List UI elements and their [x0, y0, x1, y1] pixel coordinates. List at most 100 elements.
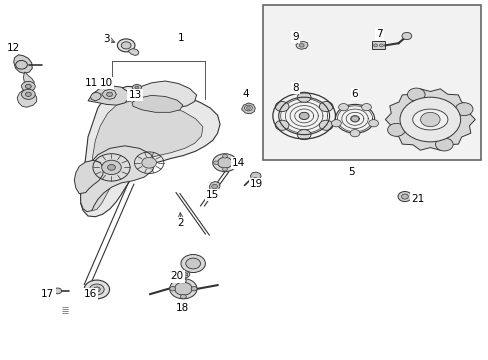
Polygon shape: [371, 41, 385, 49]
Circle shape: [297, 92, 310, 102]
Circle shape: [275, 120, 288, 130]
Circle shape: [319, 120, 332, 130]
Circle shape: [180, 271, 189, 278]
Circle shape: [16, 60, 27, 69]
Circle shape: [454, 103, 472, 116]
Bar: [263, 5, 480, 160]
Circle shape: [211, 184, 217, 189]
Circle shape: [106, 92, 112, 96]
Polygon shape: [385, 89, 474, 150]
Polygon shape: [250, 172, 261, 180]
Circle shape: [435, 138, 452, 151]
Circle shape: [169, 279, 197, 299]
Circle shape: [142, 157, 156, 168]
Polygon shape: [132, 95, 183, 112]
Circle shape: [217, 157, 232, 168]
Polygon shape: [102, 89, 116, 99]
Circle shape: [246, 107, 250, 109]
Circle shape: [93, 287, 100, 292]
Circle shape: [25, 92, 31, 96]
Polygon shape: [88, 86, 129, 105]
Circle shape: [399, 97, 460, 142]
Text: 5: 5: [347, 167, 354, 177]
Circle shape: [319, 102, 332, 112]
Circle shape: [338, 104, 347, 111]
Text: 15: 15: [205, 190, 219, 200]
Circle shape: [244, 105, 252, 111]
Text: 21: 21: [410, 194, 424, 204]
Text: 19: 19: [249, 179, 263, 189]
Circle shape: [331, 120, 341, 127]
Circle shape: [25, 84, 31, 89]
Polygon shape: [81, 86, 220, 217]
Polygon shape: [136, 81, 196, 108]
Circle shape: [174, 282, 192, 295]
Circle shape: [368, 120, 378, 127]
Circle shape: [21, 81, 35, 91]
Circle shape: [102, 160, 121, 175]
Polygon shape: [81, 146, 155, 212]
Circle shape: [182, 273, 187, 276]
Circle shape: [299, 112, 308, 120]
Circle shape: [222, 167, 227, 171]
Circle shape: [185, 258, 200, 269]
Circle shape: [181, 255, 205, 273]
Polygon shape: [90, 92, 101, 101]
Text: 14: 14: [231, 158, 245, 168]
Circle shape: [212, 154, 237, 172]
Circle shape: [397, 192, 411, 202]
Text: 9: 9: [291, 32, 298, 42]
Circle shape: [21, 89, 35, 99]
Polygon shape: [88, 101, 203, 211]
Circle shape: [180, 279, 186, 283]
Circle shape: [407, 88, 424, 101]
Circle shape: [135, 86, 139, 89]
Text: 2: 2: [177, 218, 184, 228]
Circle shape: [180, 294, 186, 299]
Circle shape: [361, 104, 371, 111]
Circle shape: [373, 44, 377, 47]
Text: 12: 12: [7, 42, 20, 53]
Text: 10: 10: [100, 78, 113, 88]
Ellipse shape: [412, 109, 447, 130]
Text: 13: 13: [128, 90, 142, 100]
Circle shape: [107, 165, 115, 170]
Text: 3: 3: [103, 34, 110, 44]
Circle shape: [54, 288, 61, 294]
Polygon shape: [209, 181, 220, 192]
Circle shape: [401, 32, 411, 40]
Text: 11: 11: [84, 78, 98, 88]
Circle shape: [299, 44, 304, 47]
Circle shape: [349, 130, 359, 137]
Circle shape: [379, 44, 383, 47]
Circle shape: [213, 161, 218, 165]
Polygon shape: [14, 55, 32, 73]
Polygon shape: [132, 84, 142, 91]
Text: 16: 16: [83, 289, 97, 300]
Text: 4: 4: [242, 89, 248, 99]
Circle shape: [84, 280, 109, 299]
Circle shape: [222, 154, 227, 158]
Circle shape: [297, 130, 310, 140]
Text: 17: 17: [41, 289, 55, 300]
Text: 7: 7: [375, 29, 382, 39]
Circle shape: [350, 116, 358, 122]
Circle shape: [401, 194, 407, 199]
Circle shape: [169, 287, 175, 291]
Circle shape: [231, 161, 236, 165]
Polygon shape: [128, 49, 139, 55]
Circle shape: [89, 284, 104, 295]
Polygon shape: [74, 160, 103, 194]
Polygon shape: [17, 72, 37, 107]
Circle shape: [252, 177, 257, 181]
Text: 18: 18: [176, 303, 189, 313]
Polygon shape: [295, 41, 307, 49]
Circle shape: [117, 39, 135, 52]
Circle shape: [420, 112, 439, 127]
Circle shape: [121, 42, 131, 49]
Text: 8: 8: [291, 83, 298, 93]
Circle shape: [275, 102, 288, 112]
Circle shape: [191, 287, 197, 291]
Circle shape: [387, 123, 405, 136]
Text: 1: 1: [177, 33, 184, 43]
